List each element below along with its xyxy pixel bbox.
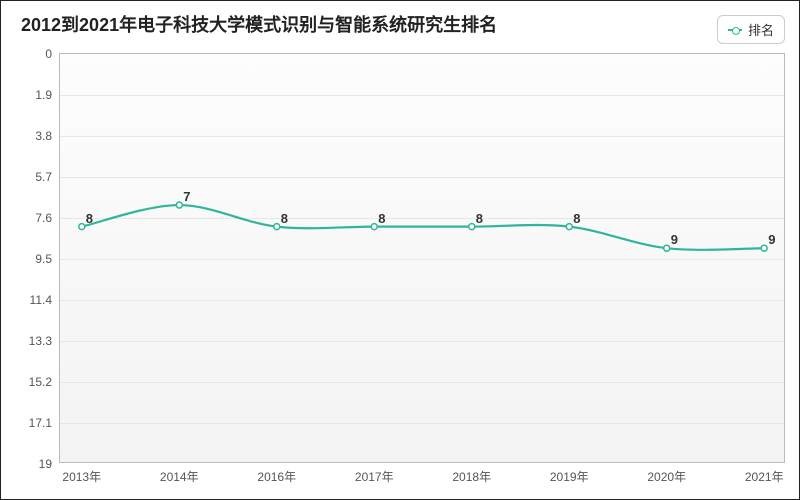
data-point: [176, 202, 182, 208]
series-line: [60, 54, 786, 464]
x-tick-label: 2016年: [257, 462, 296, 485]
data-point: [566, 224, 572, 230]
x-tick-label: 2020年: [647, 462, 686, 485]
y-tick-label: 17.1: [29, 416, 60, 430]
data-point: [761, 245, 767, 251]
legend-swatch: [728, 29, 742, 31]
plot-area: 01.93.85.77.69.511.413.315.217.1192013年2…: [59, 53, 785, 463]
x-tick-label: 2019年: [550, 462, 589, 485]
y-tick-label: 15.2: [29, 375, 60, 389]
y-tick-label: 5.7: [35, 170, 60, 184]
x-tick-label: 2014年: [160, 462, 199, 485]
x-tick-label: 2021年: [745, 462, 784, 485]
x-tick-label: 2018年: [452, 462, 491, 485]
data-point: [274, 224, 280, 230]
data-point: [79, 224, 85, 230]
y-tick-label: 9.5: [35, 252, 60, 266]
chart-title: 2012到2021年电子科技大学模式识别与智能系统研究生排名: [21, 11, 497, 37]
legend: 排名: [717, 15, 785, 44]
x-tick-label: 2013年: [62, 462, 101, 485]
y-tick-label: 11.4: [30, 293, 60, 307]
x-tick-label: 2017年: [355, 462, 394, 485]
y-tick-label: 3.8: [35, 129, 60, 143]
y-tick-label: 1.9: [35, 88, 60, 102]
y-tick-label: 7.6: [35, 211, 60, 225]
y-tick-label: 13.3: [29, 334, 60, 348]
legend-label: 排名: [748, 20, 774, 39]
y-tick-label: 0: [45, 47, 60, 61]
data-point: [664, 245, 670, 251]
chart-container: 2012到2021年电子科技大学模式识别与智能系统研究生排名 排名 01.93.…: [0, 0, 800, 500]
y-tick-label: 19: [39, 457, 60, 471]
data-point: [371, 224, 377, 230]
data-point: [469, 224, 475, 230]
